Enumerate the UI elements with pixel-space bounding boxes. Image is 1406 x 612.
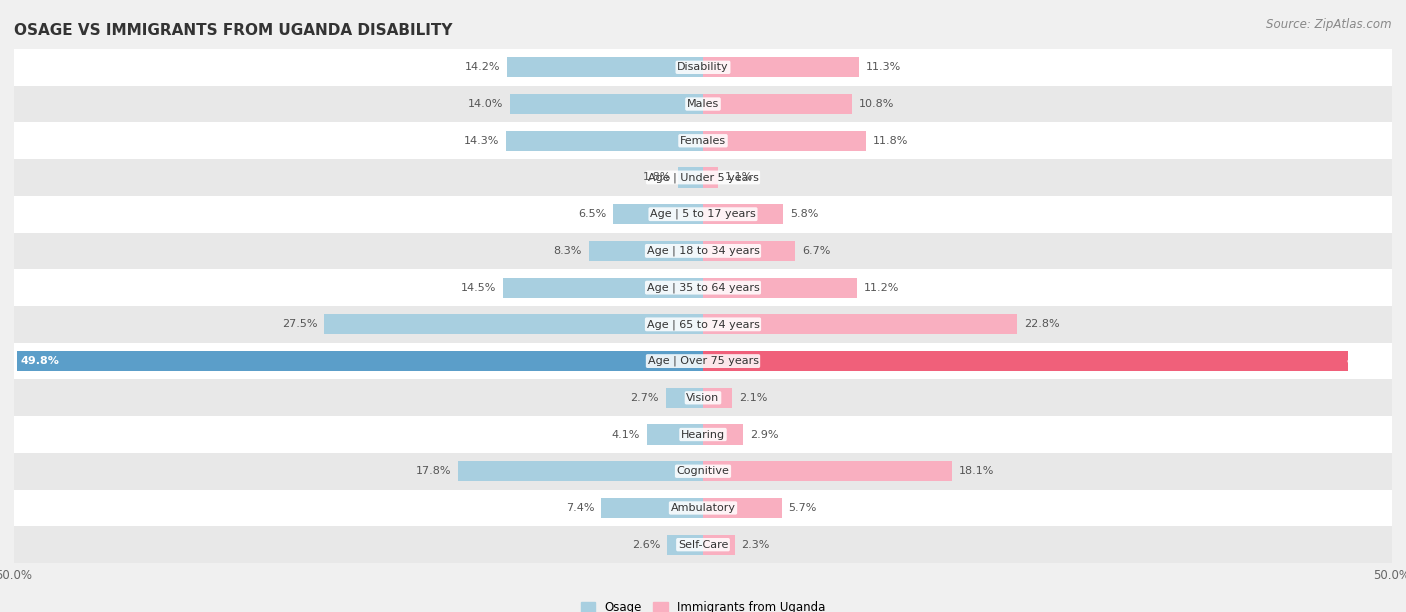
Text: Age | 35 to 64 years: Age | 35 to 64 years	[647, 282, 759, 293]
Bar	[668, 535, 703, 555]
Bar	[703, 57, 859, 77]
Text: 10.8%: 10.8%	[859, 99, 894, 109]
Text: Source: ZipAtlas.com: Source: ZipAtlas.com	[1267, 18, 1392, 31]
Bar	[14, 343, 1392, 379]
Text: 11.3%: 11.3%	[866, 62, 901, 72]
Text: 2.7%: 2.7%	[630, 393, 659, 403]
Bar	[703, 241, 796, 261]
Text: 5.8%: 5.8%	[790, 209, 818, 219]
Bar	[508, 57, 703, 77]
Text: 4.1%: 4.1%	[612, 430, 640, 439]
Bar	[14, 86, 1392, 122]
Bar	[503, 277, 703, 297]
Bar	[14, 159, 1392, 196]
Text: Females: Females	[681, 136, 725, 146]
Text: Disability: Disability	[678, 62, 728, 72]
Bar	[510, 94, 703, 114]
Text: 6.7%: 6.7%	[803, 246, 831, 256]
Text: Age | Over 75 years: Age | Over 75 years	[648, 356, 758, 367]
Bar	[14, 49, 1392, 86]
Text: Males: Males	[688, 99, 718, 109]
Text: Ambulatory: Ambulatory	[671, 503, 735, 513]
Text: 8.3%: 8.3%	[554, 246, 582, 256]
Bar	[703, 425, 742, 444]
Bar	[703, 167, 718, 187]
Bar	[14, 379, 1392, 416]
Bar	[613, 204, 703, 224]
Text: 2.3%: 2.3%	[741, 540, 770, 550]
Bar	[600, 498, 703, 518]
Bar	[17, 351, 703, 371]
Legend: Osage, Immigrants from Uganda: Osage, Immigrants from Uganda	[576, 596, 830, 612]
Text: OSAGE VS IMMIGRANTS FROM UGANDA DISABILITY: OSAGE VS IMMIGRANTS FROM UGANDA DISABILI…	[14, 23, 453, 38]
Bar	[703, 94, 852, 114]
Bar	[666, 388, 703, 408]
Text: Age | 5 to 17 years: Age | 5 to 17 years	[650, 209, 756, 220]
Text: 6.5%: 6.5%	[578, 209, 606, 219]
Bar	[703, 461, 952, 481]
Bar	[14, 416, 1392, 453]
Text: 14.2%: 14.2%	[465, 62, 501, 72]
Text: 27.5%: 27.5%	[281, 319, 318, 329]
Text: Cognitive: Cognitive	[676, 466, 730, 476]
Text: 14.3%: 14.3%	[464, 136, 499, 146]
Bar	[678, 167, 703, 187]
Bar	[703, 351, 1348, 371]
Text: 14.0%: 14.0%	[468, 99, 503, 109]
Bar	[14, 233, 1392, 269]
Text: 11.8%: 11.8%	[873, 136, 908, 146]
Text: Age | 65 to 74 years: Age | 65 to 74 years	[647, 319, 759, 330]
Bar	[14, 526, 1392, 563]
Bar	[647, 425, 703, 444]
Text: 2.6%: 2.6%	[631, 540, 661, 550]
Text: 18.1%: 18.1%	[959, 466, 994, 476]
Text: 22.8%: 22.8%	[1024, 319, 1060, 329]
Bar	[14, 306, 1392, 343]
Text: Age | Under 5 years: Age | Under 5 years	[648, 172, 758, 183]
Bar	[703, 277, 858, 297]
Text: Vision: Vision	[686, 393, 720, 403]
Text: 2.9%: 2.9%	[749, 430, 779, 439]
Text: 5.7%: 5.7%	[789, 503, 817, 513]
Bar	[703, 130, 866, 151]
Text: 14.5%: 14.5%	[461, 283, 496, 293]
Text: 2.1%: 2.1%	[738, 393, 768, 403]
Bar	[506, 130, 703, 151]
Bar	[14, 196, 1392, 233]
Bar	[458, 461, 703, 481]
Bar	[703, 498, 782, 518]
Bar	[703, 535, 735, 555]
Text: 7.4%: 7.4%	[565, 503, 595, 513]
Bar	[14, 453, 1392, 490]
Bar	[703, 314, 1017, 334]
Bar	[589, 241, 703, 261]
Bar	[14, 490, 1392, 526]
Text: 11.2%: 11.2%	[865, 283, 900, 293]
Bar	[14, 269, 1392, 306]
Text: 46.8%: 46.8%	[1346, 356, 1385, 366]
Text: 1.8%: 1.8%	[643, 173, 671, 182]
Bar	[703, 388, 733, 408]
Text: Hearing: Hearing	[681, 430, 725, 439]
Text: 1.1%: 1.1%	[725, 173, 754, 182]
Text: Age | 18 to 34 years: Age | 18 to 34 years	[647, 245, 759, 256]
Text: 49.8%: 49.8%	[21, 356, 60, 366]
Bar	[703, 204, 783, 224]
Bar	[14, 122, 1392, 159]
Bar	[323, 314, 703, 334]
Text: Self-Care: Self-Care	[678, 540, 728, 550]
Text: 17.8%: 17.8%	[415, 466, 451, 476]
